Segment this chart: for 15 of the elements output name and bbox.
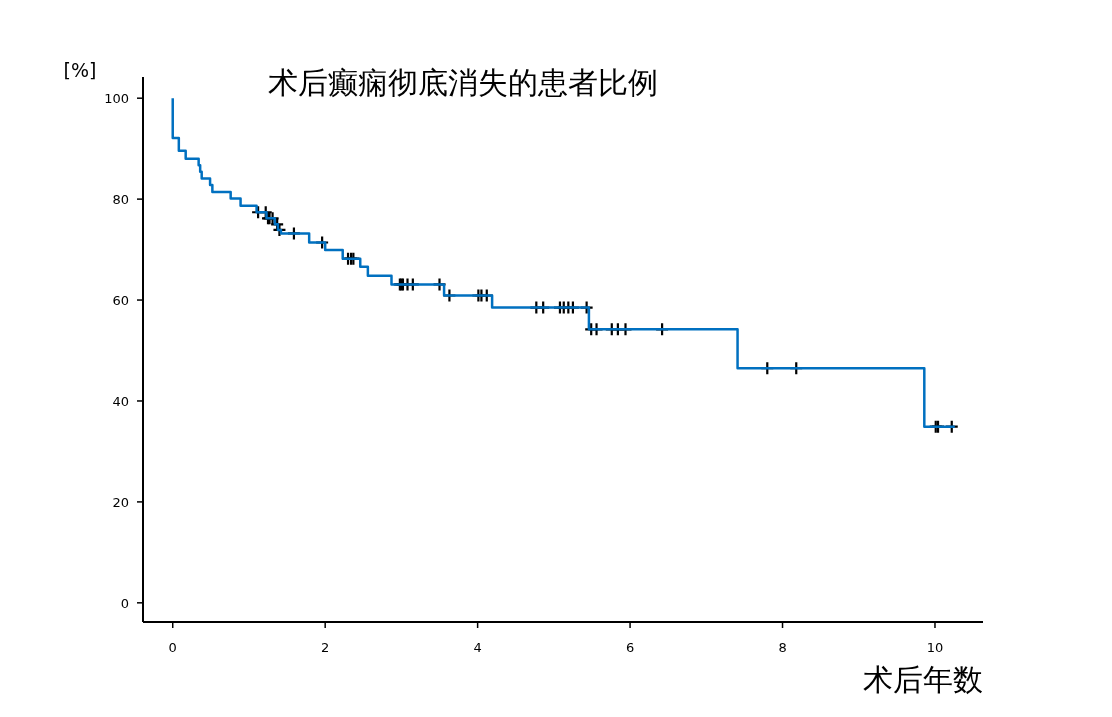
y-axis-title: [%] <box>63 59 97 81</box>
y-tick-label: 0 <box>120 595 129 611</box>
chart-title: 术后癫痫彻底消失的患者比例 <box>268 65 658 100</box>
x-tick-label: 6 <box>625 640 635 655</box>
y-tick-label: 80 <box>112 192 129 208</box>
y-tick-label: 40 <box>112 393 129 409</box>
x-tick-label: 0 <box>168 640 177 655</box>
x-tick-label: 8 <box>778 640 787 655</box>
x-tick-label: 2 <box>321 640 330 655</box>
x-tick-label: 10 <box>926 640 944 655</box>
x-tick-label: 4 <box>473 640 482 655</box>
y-tick-label: 60 <box>112 293 129 309</box>
y-tick-label: 100 <box>104 91 129 107</box>
x-axis-title: 术后年数 <box>863 662 983 697</box>
y-tick-label: 20 <box>112 494 129 510</box>
